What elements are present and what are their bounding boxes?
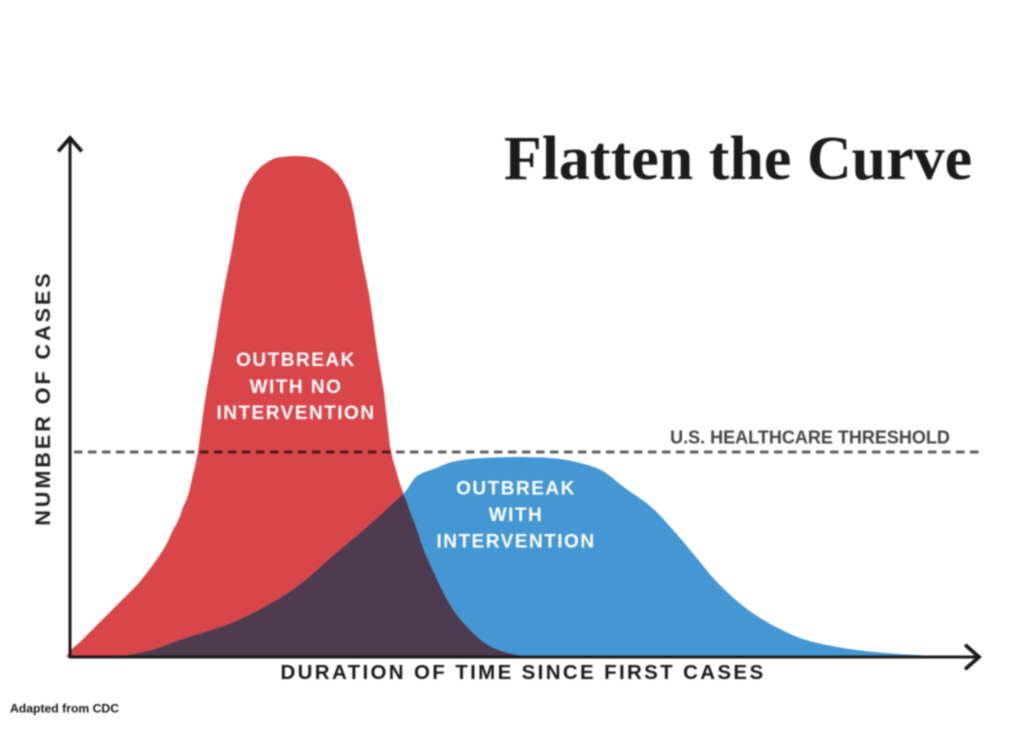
svg-text:OUTBREAK: OUTBREAK (456, 479, 576, 500)
svg-text:Adapted from CDC: Adapted from CDC (10, 702, 119, 716)
svg-text:OUTBREAK: OUTBREAK (236, 350, 356, 371)
svg-text:DURATION OF TIME SINCE FIRST C: DURATION OF TIME SINCE FIRST CASES (281, 661, 766, 684)
svg-text:WITH: WITH (489, 505, 544, 526)
svg-text:Flatten the Curve: Flatten the Curve (504, 125, 972, 193)
svg-text:WITH NO: WITH NO (250, 377, 343, 398)
svg-text:INTERVENTION: INTERVENTION (216, 403, 375, 424)
svg-text:U.S. HEALTHCARE THRESHOLD: U.S. HEALTHCARE THRESHOLD (670, 428, 950, 448)
svg-text:INTERVENTION: INTERVENTION (436, 532, 595, 553)
svg-text:NUMBER OF CASES: NUMBER OF CASES (31, 270, 55, 525)
